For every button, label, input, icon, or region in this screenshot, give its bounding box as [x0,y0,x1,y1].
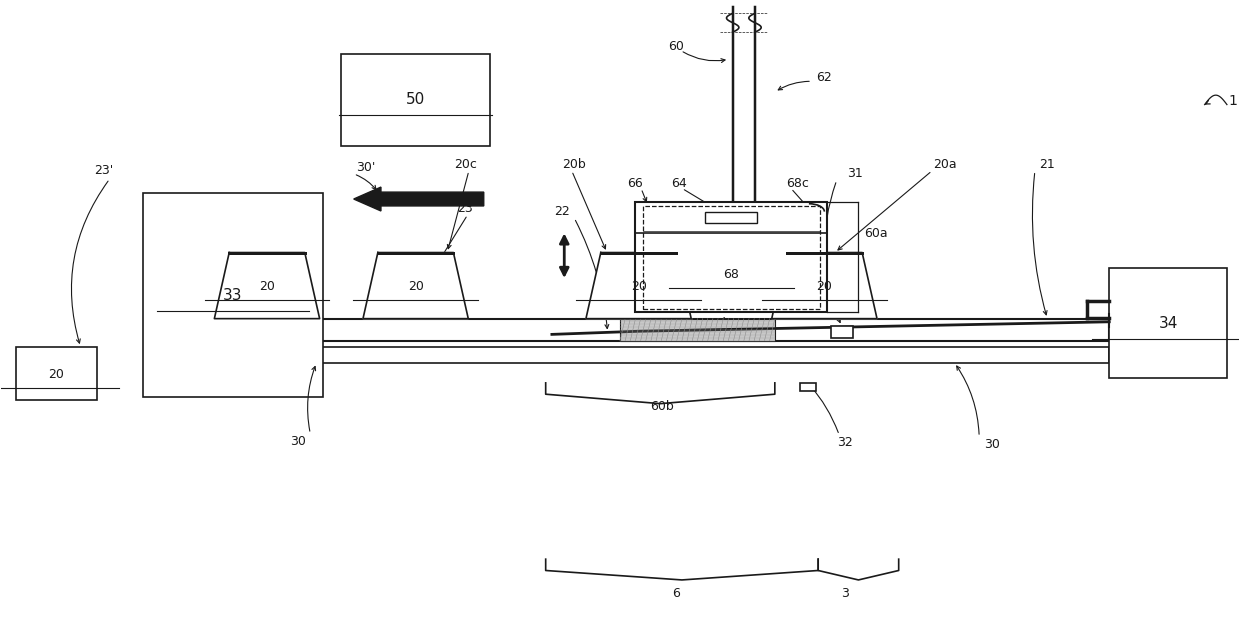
Text: 20: 20 [816,280,832,293]
Bar [143,192,322,398]
Text: 60b: 60b [650,400,675,413]
Text: 34: 34 [1159,316,1178,331]
Bar [16,347,97,401]
Text: 60a: 60a [864,227,888,240]
Text: 20: 20 [259,280,275,293]
Text: 32: 32 [837,436,853,449]
Polygon shape [215,252,320,319]
Text: 60: 60 [668,40,683,52]
Text: 31: 31 [847,167,863,180]
Text: 20: 20 [631,280,646,293]
Text: 6: 6 [672,587,680,600]
Text: 64: 64 [672,177,687,190]
Text: 21: 21 [1039,158,1055,171]
Bar [831,326,853,338]
Text: 20: 20 [48,369,64,381]
Text: 20: 20 [408,280,424,293]
Bar [620,319,775,341]
Text: 20b: 20b [562,158,587,171]
Bar [642,206,820,309]
Text: 30: 30 [983,438,999,451]
Text: 3: 3 [842,587,849,600]
Bar [1110,268,1226,379]
Text: 20a: 20a [932,158,956,171]
Bar [192,319,1110,341]
Text: 33: 33 [223,288,243,302]
Text: 60c: 60c [593,287,615,300]
Bar [800,383,816,391]
Text: 68c: 68c [786,177,808,190]
Bar [341,54,490,146]
Text: 50: 50 [405,92,425,107]
Text: 23': 23' [94,164,113,177]
Text: 62: 62 [816,71,832,84]
Text: 22: 22 [554,205,569,218]
FancyArrow shape [353,187,484,211]
Polygon shape [363,252,469,319]
Text: 23: 23 [458,202,472,215]
Text: 68: 68 [723,268,739,281]
Polygon shape [587,252,691,319]
Bar [706,212,758,223]
Text: 30: 30 [290,435,306,448]
Polygon shape [771,252,877,319]
Text: 66: 66 [627,177,642,190]
Bar [635,202,827,312]
Text: 30': 30' [356,161,376,174]
Bar [192,347,1110,363]
Text: 20c: 20c [454,158,476,171]
Text: 1: 1 [1229,95,1238,109]
Text: 60d: 60d [702,317,727,330]
